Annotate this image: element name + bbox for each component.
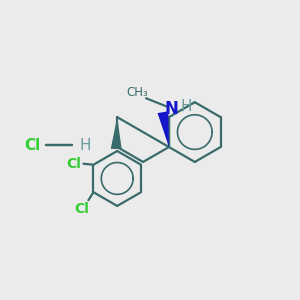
Text: H: H: [180, 99, 192, 114]
Text: H: H: [80, 137, 91, 152]
Text: Cl: Cl: [66, 157, 81, 171]
Text: Cl: Cl: [24, 137, 41, 152]
Polygon shape: [111, 117, 122, 149]
Text: N: N: [164, 100, 178, 118]
Text: Cl: Cl: [74, 202, 89, 216]
Polygon shape: [158, 111, 169, 147]
Text: CH₃: CH₃: [126, 86, 148, 99]
